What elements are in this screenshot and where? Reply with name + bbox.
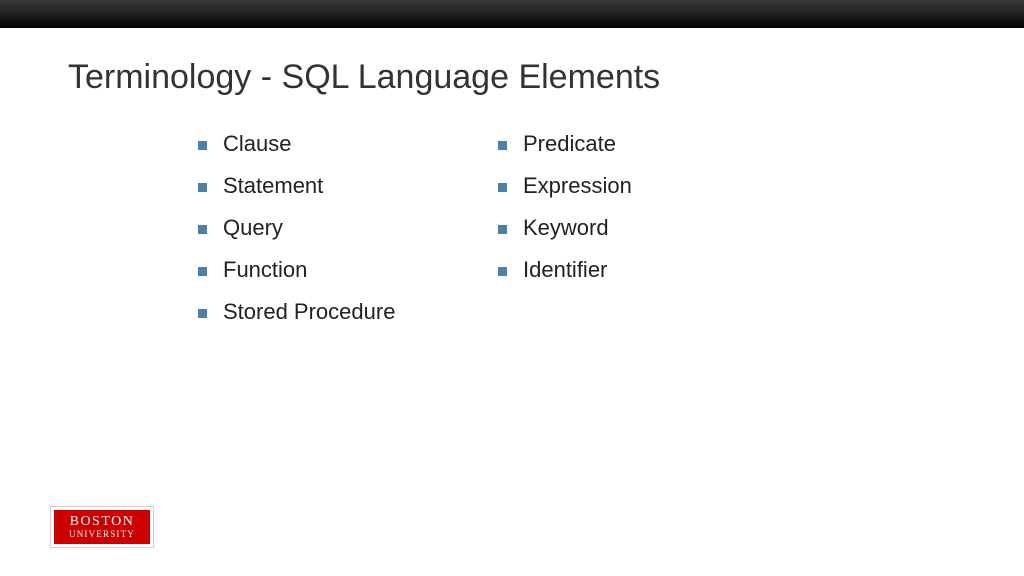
logo-line2: UNIVERSITY [69, 530, 135, 539]
list-item: Query [198, 215, 498, 241]
square-bullet-icon [198, 225, 207, 234]
list-item-label: Expression [523, 173, 632, 199]
slide-title: Terminology - SQL Language Elements [68, 58, 956, 97]
top-bar [0, 0, 1024, 28]
logo-line1: BOSTON [70, 515, 135, 530]
list-item: Stored Procedure [198, 299, 498, 325]
square-bullet-icon [198, 267, 207, 276]
square-bullet-icon [498, 225, 507, 234]
list-item: Expression [498, 173, 798, 199]
list-item: Predicate [498, 131, 798, 157]
list-item-label: Stored Procedure [223, 299, 395, 325]
boston-university-logo: BOSTON UNIVERSITY [50, 506, 154, 548]
list-item-label: Statement [223, 173, 323, 199]
square-bullet-icon [498, 267, 507, 276]
list-item-label: Predicate [523, 131, 616, 157]
column-right: Predicate Expression Keyword Identifier [498, 131, 798, 341]
square-bullet-icon [498, 183, 507, 192]
content-columns: Clause Statement Query Function Stored P… [68, 131, 956, 341]
bullet-list-left: Clause Statement Query Function Stored P… [198, 131, 498, 325]
list-item-label: Keyword [523, 215, 609, 241]
square-bullet-icon [498, 141, 507, 150]
list-item-label: Query [223, 215, 283, 241]
square-bullet-icon [198, 309, 207, 318]
list-item: Function [198, 257, 498, 283]
list-item: Clause [198, 131, 498, 157]
list-item-label: Clause [223, 131, 291, 157]
slide-body: Terminology - SQL Language Elements Clau… [0, 28, 1024, 576]
list-item-label: Function [223, 257, 307, 283]
list-item: Statement [198, 173, 498, 199]
column-left: Clause Statement Query Function Stored P… [198, 131, 498, 341]
list-item: Identifier [498, 257, 798, 283]
square-bullet-icon [198, 141, 207, 150]
square-bullet-icon [198, 183, 207, 192]
list-item: Keyword [498, 215, 798, 241]
list-item-label: Identifier [523, 257, 607, 283]
bullet-list-right: Predicate Expression Keyword Identifier [498, 131, 798, 283]
